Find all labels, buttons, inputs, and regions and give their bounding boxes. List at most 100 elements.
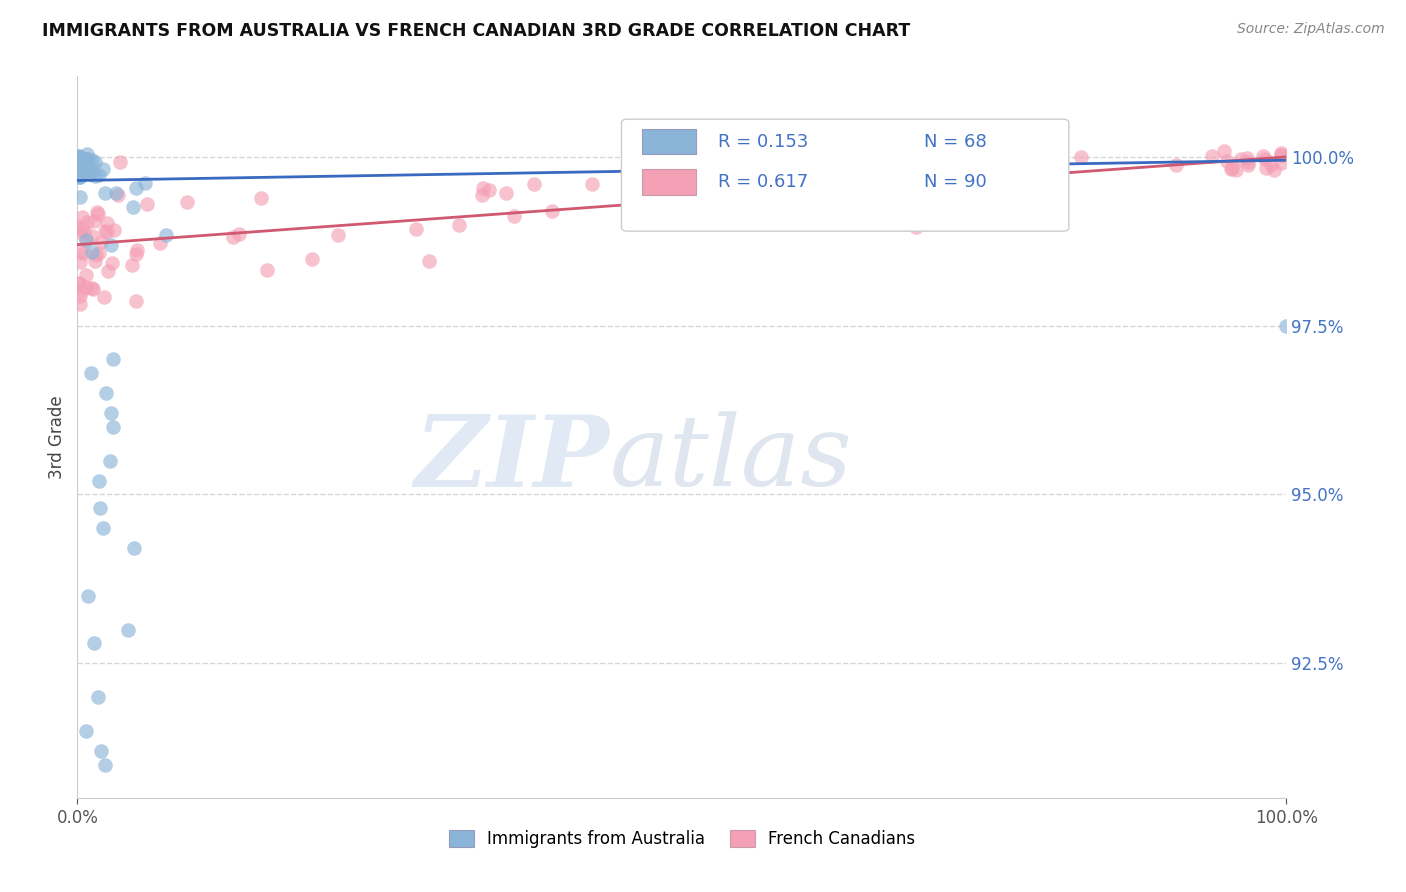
Point <box>69 190 91 204</box>
Point <box>67 149 90 163</box>
Point <box>1275 318 1298 333</box>
Point <box>86 204 108 219</box>
Point <box>75 152 97 166</box>
Point <box>69 159 91 173</box>
Point <box>75 161 97 175</box>
Point <box>117 623 139 637</box>
Point <box>77 589 100 603</box>
Point <box>67 168 90 182</box>
Point <box>83 155 105 169</box>
Point <box>67 162 90 177</box>
Point <box>101 352 124 367</box>
Point <box>108 155 131 169</box>
Point <box>754 188 776 202</box>
Point <box>83 169 105 184</box>
Point <box>80 153 103 168</box>
Point <box>1254 152 1277 166</box>
Point <box>66 219 89 234</box>
Point <box>122 541 145 556</box>
Point <box>72 152 94 166</box>
Point <box>1213 144 1236 158</box>
Point <box>89 246 111 260</box>
Point <box>72 158 94 172</box>
Point <box>221 230 243 244</box>
Point <box>125 293 148 308</box>
Point <box>1260 158 1282 172</box>
Point <box>73 245 96 260</box>
Point <box>69 255 91 269</box>
Y-axis label: 3rd Grade: 3rd Grade <box>48 395 66 479</box>
Point <box>471 181 494 195</box>
Point <box>176 195 198 210</box>
Point <box>67 155 90 169</box>
Point <box>96 225 118 239</box>
Point <box>1270 148 1292 162</box>
Point <box>740 196 762 211</box>
Point <box>471 187 494 202</box>
Point <box>76 146 98 161</box>
Point <box>1164 158 1187 172</box>
Point <box>69 225 91 239</box>
Text: N = 90: N = 90 <box>924 173 987 191</box>
Point <box>1220 161 1243 176</box>
Text: R = 0.617: R = 0.617 <box>718 173 808 191</box>
Point <box>149 235 172 250</box>
Bar <box>643 128 696 154</box>
Point <box>67 277 90 291</box>
Point <box>67 149 90 163</box>
Point <box>1225 162 1247 177</box>
Point <box>124 247 146 261</box>
Point <box>84 248 107 262</box>
Point <box>155 227 177 242</box>
Point <box>502 209 524 223</box>
Point <box>98 453 121 467</box>
Point <box>581 178 603 192</box>
Point <box>1007 202 1029 217</box>
Point <box>72 162 94 177</box>
Point <box>877 212 900 227</box>
Point <box>100 407 122 421</box>
Point <box>83 214 105 228</box>
Point <box>817 143 839 157</box>
Point <box>87 474 110 488</box>
Point <box>96 216 118 230</box>
Point <box>827 175 849 189</box>
Point <box>727 191 749 205</box>
Point <box>66 151 89 165</box>
Point <box>69 245 91 260</box>
Point <box>103 223 125 237</box>
Point <box>79 164 101 178</box>
Point <box>69 169 91 184</box>
Point <box>69 151 91 165</box>
Point <box>94 386 117 401</box>
Point <box>1201 149 1223 163</box>
Point <box>89 169 111 183</box>
Point <box>83 636 105 650</box>
Point <box>80 281 103 295</box>
Point <box>75 232 97 246</box>
Text: R = 0.153: R = 0.153 <box>718 133 808 151</box>
Point <box>250 191 273 205</box>
Point <box>90 235 112 249</box>
Point <box>83 254 105 268</box>
Point <box>79 167 101 181</box>
Point <box>541 203 564 218</box>
Point <box>73 158 96 172</box>
Point <box>93 290 115 304</box>
Point <box>76 215 98 229</box>
Point <box>93 224 115 238</box>
Point <box>89 500 111 515</box>
Point <box>69 153 91 167</box>
Point <box>70 283 93 297</box>
Point <box>80 162 103 177</box>
Point <box>80 228 103 243</box>
Point <box>104 186 127 200</box>
Point <box>495 186 517 200</box>
Point <box>1270 156 1292 170</box>
Point <box>1254 161 1277 175</box>
Point <box>67 277 90 291</box>
Point <box>449 219 471 233</box>
Point <box>125 243 148 257</box>
Point <box>66 158 89 172</box>
Point <box>69 297 91 311</box>
